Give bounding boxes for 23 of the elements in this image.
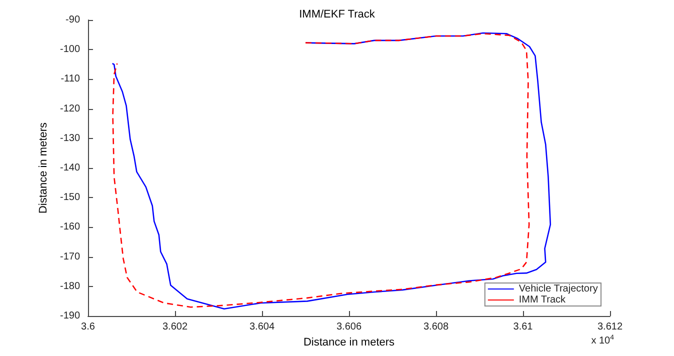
y-tick-label: -170 [60, 251, 80, 262]
y-axis-title: Distance in meters [38, 122, 50, 214]
x-tick-label: 3.6 [81, 322, 96, 332]
y-tick-label: -140 [60, 162, 80, 174]
x-tick-label: 3.612 [597, 322, 623, 332]
y-tick-label: -90 [66, 14, 80, 26]
x-tick-label: 3.602 [162, 322, 188, 332]
legend-label: IMM Track [518, 294, 567, 306]
x-axis-title: Distance in meters [303, 336, 396, 348]
y-tick-label: -180 [60, 280, 80, 292]
x-tick-label: 3.606 [336, 322, 362, 332]
y-tick-label: -130 [60, 132, 80, 144]
y-tick-label: -160 [60, 222, 80, 233]
y-tick-label: -120 [60, 103, 80, 114]
x-tick-label: 3.604 [249, 322, 275, 332]
x-tick-label: 3.61 [513, 322, 534, 332]
y-tick-label: -150 [60, 192, 80, 204]
x-tick-label: 3.608 [423, 322, 449, 332]
chart-title: IMM/EKF Track [299, 8, 376, 20]
legend-label: Vehicle Trajectory [518, 284, 598, 294]
y-tick-label: -190 [60, 310, 80, 322]
y-tick-label: -100 [60, 44, 80, 56]
y-tick-label: -110 [60, 74, 80, 85]
